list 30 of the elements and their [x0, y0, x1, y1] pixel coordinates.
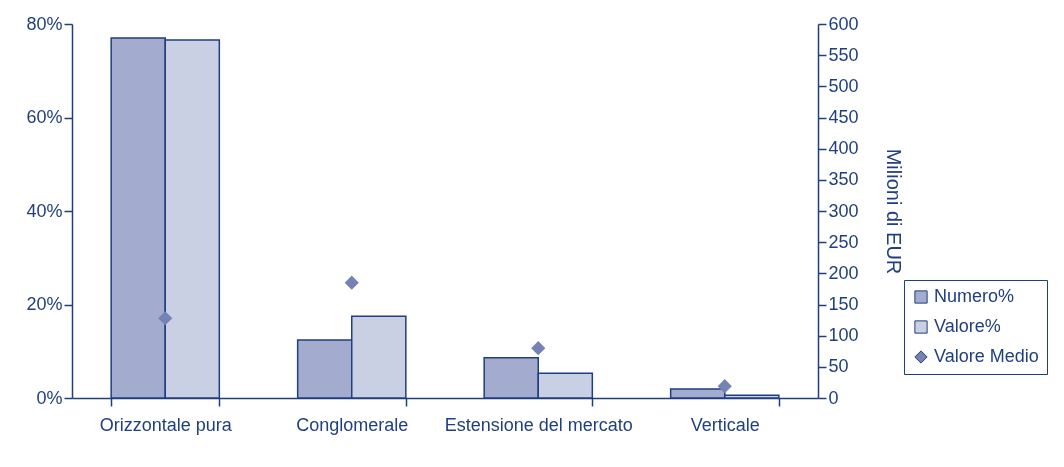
y2-tick-label: 400: [828, 138, 859, 159]
x-tick-label: Verticale: [690, 414, 760, 435]
y-tick-label: 60%: [26, 107, 63, 127]
y2-tick-label: 550: [828, 44, 859, 65]
y-tick-label: 20%: [26, 294, 63, 314]
x-tick-label: Estensione del mercato: [444, 414, 633, 435]
y2-tick-label: 50: [828, 356, 849, 377]
y2-tick-label: 150: [828, 294, 859, 314]
point: [717, 379, 732, 394]
y-tick-label: 0%: [36, 387, 63, 408]
y2-tick-label: 100: [828, 325, 859, 346]
y2-tick-label: 250: [828, 231, 859, 252]
point: [344, 275, 359, 290]
x-tick-label: Orizzontale pura: [99, 414, 233, 435]
y2-tick-label: 450: [828, 107, 859, 127]
y2-tick-label: 500: [828, 75, 859, 96]
point: [158, 311, 173, 326]
y2-tick-label: 350: [828, 169, 859, 190]
y2-tick-label: 0: [828, 387, 839, 408]
legend-label: Numero%: [934, 286, 1015, 306]
point: [531, 341, 546, 356]
legend-label: Valore%: [934, 316, 1001, 336]
y2-tick-label: 300: [828, 200, 859, 221]
y2-tick-label: 200: [828, 262, 859, 283]
x-tick-label: Conglomerale: [296, 414, 409, 435]
legend-label: Valore Medio: [934, 346, 1039, 366]
y-tick-label: 40%: [26, 200, 63, 221]
y-tick-label: 80%: [26, 13, 63, 34]
y2-axis-title: Milioni di EUR: [882, 148, 905, 275]
y2-tick-label: 600: [828, 13, 859, 34]
